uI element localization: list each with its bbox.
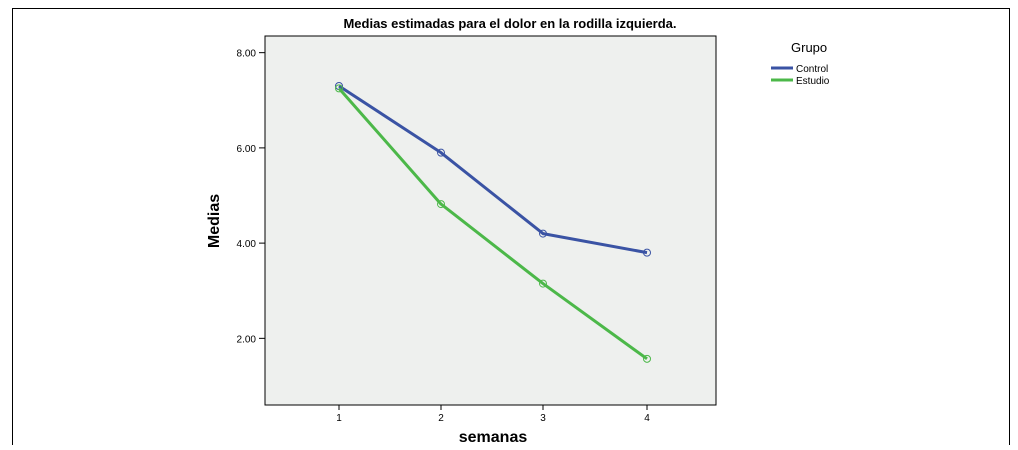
legend-label-control: Control [796, 64, 828, 75]
y-axis-label: Medias [206, 194, 223, 248]
legend-label-estudio: Estudio [796, 76, 830, 87]
y-tick-label: 4.00 [237, 239, 257, 250]
x-tick-label: 1 [336, 413, 342, 424]
x-axis-ticks: 1 2 3 4 [336, 405, 650, 424]
data-point-estudio-4 [643, 354, 651, 363]
data-point-control-2 [437, 148, 445, 157]
data-point-control-4 [643, 248, 651, 257]
x-tick-label: 3 [540, 413, 546, 424]
series-group [335, 81, 651, 363]
series-line-control [338, 84, 648, 255]
x-tick-label: 4 [644, 413, 650, 424]
series-line-estudio [337, 87, 648, 361]
y-axis-ticks: 2.00 4.00 6.00 8.00 [237, 49, 265, 345]
x-tick-label: 2 [438, 413, 444, 424]
y-tick-label: 2.00 [237, 334, 257, 345]
data-point-estudio-1 [335, 84, 343, 93]
legend-title: Grupo [791, 40, 827, 55]
data-point-estudio-2 [437, 200, 445, 209]
data-point-control-3 [539, 229, 547, 238]
y-tick-label: 8.00 [237, 49, 257, 60]
x-axis-label: semanas [459, 429, 528, 445]
y-tick-label: 6.00 [237, 144, 257, 155]
data-point-estudio-3 [539, 279, 547, 288]
plot-area [264, 35, 717, 406]
chart-title: Medias estimadas para el dolor en la rod… [343, 16, 676, 31]
